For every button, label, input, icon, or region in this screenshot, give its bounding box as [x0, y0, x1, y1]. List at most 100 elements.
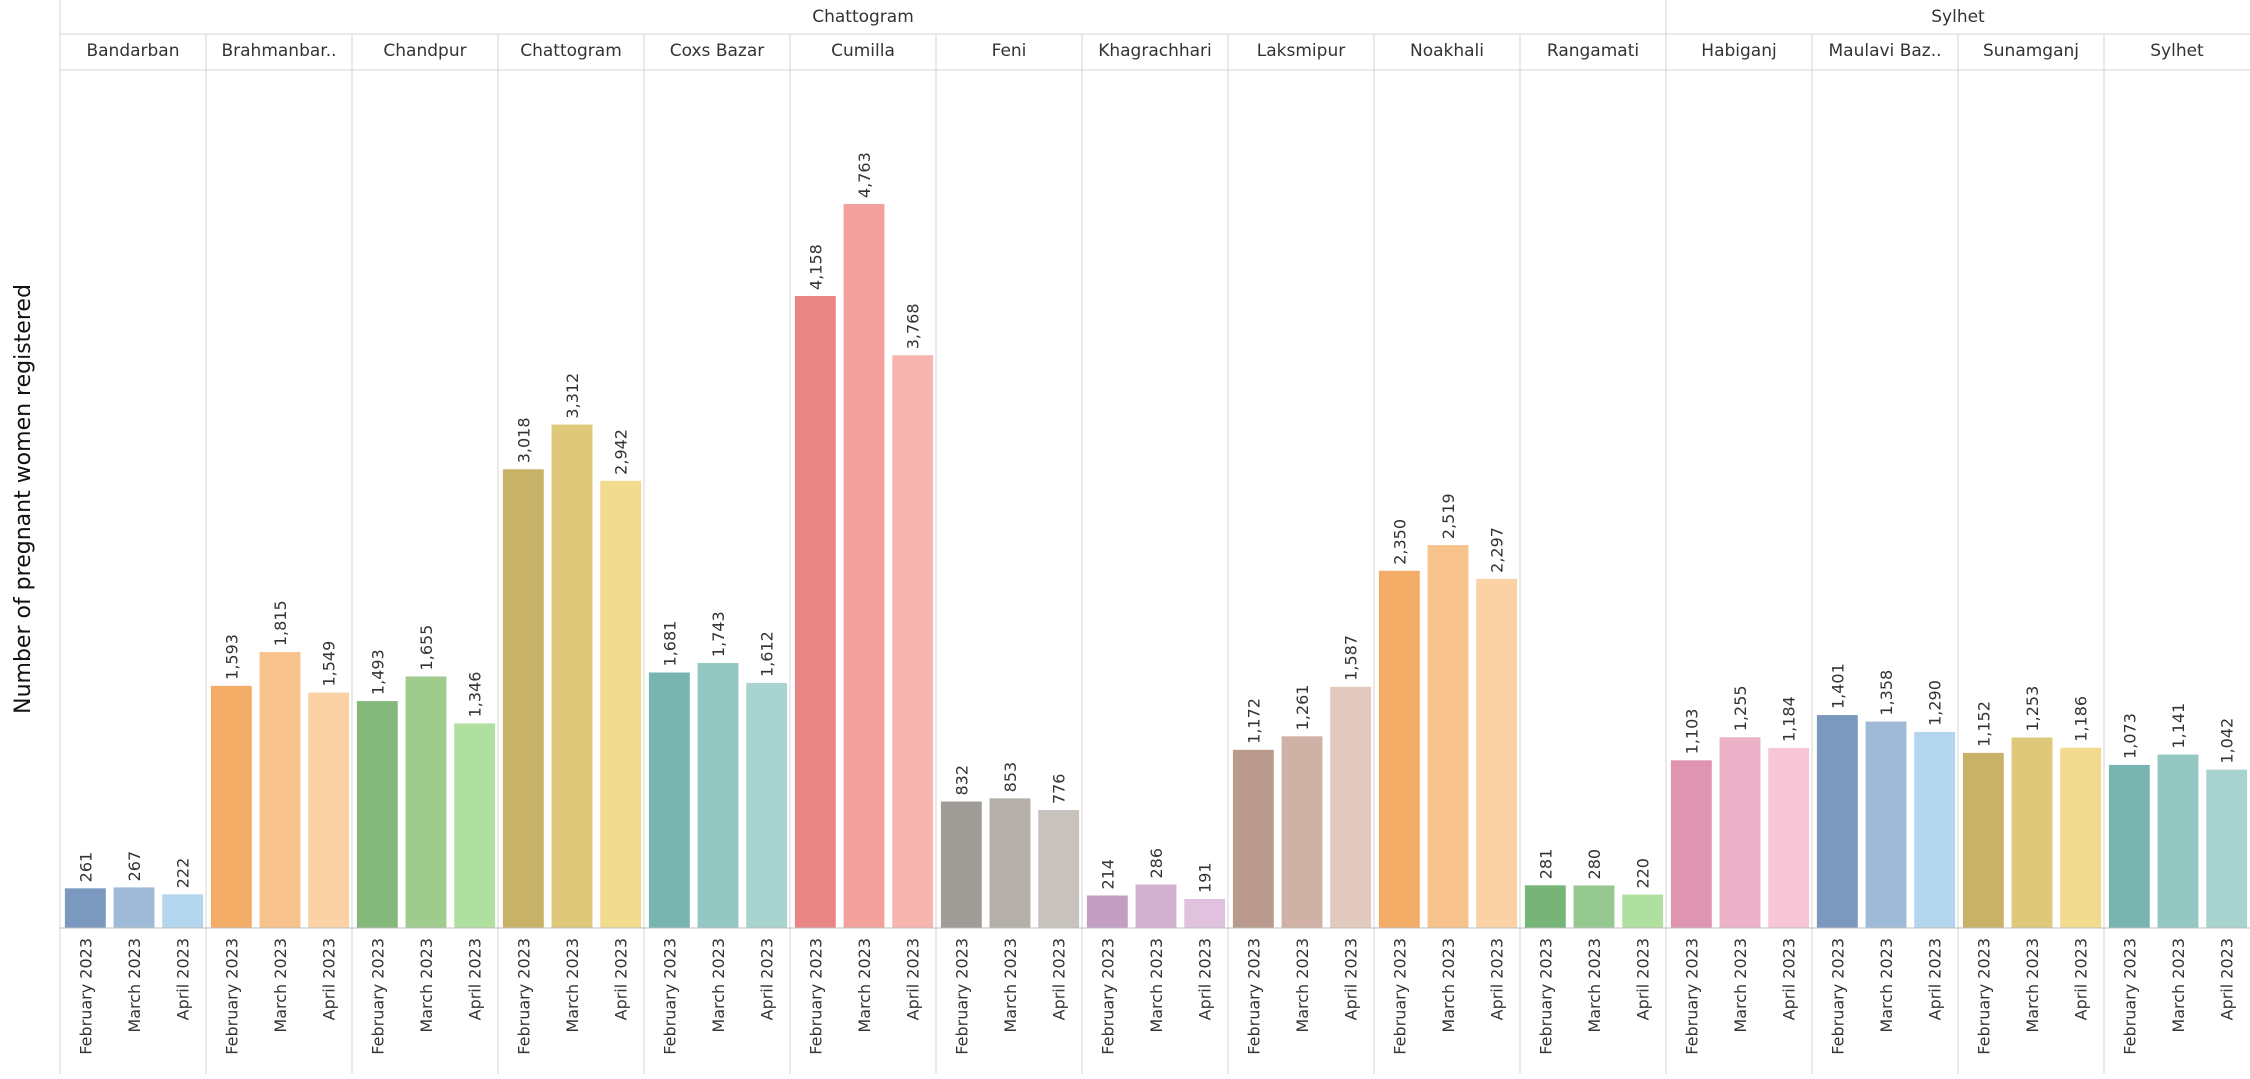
bar-5-1[interactable] — [843, 204, 885, 929]
x-tick-label-2-0: February 2023 — [368, 938, 387, 1055]
bar-12-2[interactable] — [1914, 731, 1956, 928]
bar-7-1[interactable] — [1135, 884, 1177, 928]
bar-0-1[interactable] — [113, 887, 155, 928]
bar-4-1[interactable] — [697, 663, 739, 928]
bar-8-2[interactable] — [1330, 686, 1372, 928]
bar-9-2[interactable] — [1476, 578, 1518, 928]
bar-1-1[interactable] — [259, 652, 301, 928]
data-label-12-0: 1,401 — [1828, 663, 1847, 709]
bar-10-0[interactable] — [1524, 885, 1566, 928]
bar-6-2[interactable] — [1038, 810, 1080, 928]
bar-4-0[interactable] — [648, 672, 690, 928]
data-label-9-2: 2,297 — [1488, 527, 1507, 573]
bar-11-1[interactable] — [1719, 737, 1761, 928]
bar-2-0[interactable] — [356, 701, 398, 928]
bar-3-1[interactable] — [551, 424, 593, 928]
district-header-13: Sunamganj — [1983, 41, 2079, 61]
x-tick-label-10-0: February 2023 — [1536, 938, 1555, 1055]
x-tick-label-9-2: April 2023 — [1488, 938, 1507, 1020]
data-label-9-0: 2,350 — [1390, 519, 1409, 565]
bar-3-0[interactable] — [502, 469, 544, 928]
district-header-10: Rangamati — [1547, 41, 1639, 61]
x-tick-label-12-0: February 2023 — [1828, 938, 1847, 1055]
data-label-4-1: 1,743 — [709, 611, 728, 657]
bar-9-1[interactable] — [1427, 545, 1469, 928]
bar-9-0[interactable] — [1378, 570, 1420, 928]
district-header-5: Cumilla — [831, 41, 895, 61]
x-tick-label-4-1: March 2023 — [709, 938, 728, 1033]
x-tick-label-10-1: March 2023 — [1585, 938, 1604, 1033]
x-tick-label-8-2: April 2023 — [1342, 938, 1361, 1020]
bar-13-0[interactable] — [1962, 752, 2004, 928]
bar-1-2[interactable] — [308, 692, 350, 928]
data-label-12-2: 1,290 — [1926, 680, 1945, 726]
bar-13-1[interactable] — [2011, 737, 2053, 928]
data-label-5-1: 4,763 — [855, 152, 874, 198]
x-tick-label-11-0: February 2023 — [1682, 938, 1701, 1055]
x-tick-label-3-2: April 2023 — [612, 938, 631, 1020]
data-label-8-0: 1,172 — [1244, 698, 1263, 744]
bar-5-0[interactable] — [794, 295, 836, 928]
data-label-10-2: 220 — [1634, 858, 1653, 889]
data-label-0-1: 267 — [125, 851, 144, 882]
district-header-4: Coxs Bazar — [670, 41, 764, 61]
x-tick-label-6-1: March 2023 — [1001, 938, 1020, 1033]
bar-3-2[interactable] — [600, 480, 642, 928]
bar-12-1[interactable] — [1865, 721, 1907, 928]
data-label-6-0: 832 — [952, 765, 971, 796]
x-tick-label-7-2: April 2023 — [1196, 938, 1215, 1020]
bar-1-0[interactable] — [210, 685, 252, 928]
bar-14-2[interactable] — [2206, 769, 2248, 928]
bar-7-2[interactable] — [1184, 898, 1226, 928]
data-label-11-0: 1,103 — [1682, 709, 1701, 755]
x-tick-label-14-2: April 2023 — [2218, 938, 2237, 1020]
data-label-4-2: 1,612 — [758, 631, 777, 677]
data-label-13-0: 1,152 — [1974, 701, 1993, 747]
data-label-10-0: 281 — [1536, 849, 1555, 880]
bar-6-0[interactable] — [940, 801, 982, 928]
data-label-10-1: 280 — [1585, 849, 1604, 880]
data-label-2-1: 1,655 — [417, 625, 436, 671]
data-label-6-2: 776 — [1050, 774, 1069, 805]
bar-8-0[interactable] — [1232, 749, 1274, 928]
district-header-8: Laksmipur — [1257, 41, 1345, 61]
bar-0-2[interactable] — [162, 894, 204, 928]
x-tick-label-2-2: April 2023 — [466, 938, 485, 1020]
data-label-14-0: 1,073 — [2120, 713, 2139, 759]
bar-14-1[interactable] — [2157, 754, 2199, 928]
x-tick-label-5-0: February 2023 — [806, 938, 825, 1055]
data-label-3-2: 2,942 — [612, 429, 631, 475]
bar-4-2[interactable] — [746, 682, 788, 928]
x-tick-label-1-2: April 2023 — [320, 938, 339, 1020]
data-label-3-1: 3,312 — [563, 373, 582, 419]
district-header-6: Feni — [992, 41, 1027, 61]
x-tick-label-8-1: March 2023 — [1293, 938, 1312, 1033]
data-label-1-1: 1,815 — [271, 600, 290, 646]
bar-14-0[interactable] — [2108, 764, 2150, 928]
bar-5-2[interactable] — [892, 355, 934, 928]
data-label-6-1: 853 — [1001, 762, 1020, 793]
data-label-5-2: 3,768 — [904, 303, 923, 349]
district-header-9: Noakhali — [1410, 41, 1484, 61]
bar-13-2[interactable] — [2060, 747, 2102, 928]
bar-12-0[interactable] — [1816, 715, 1858, 928]
bar-7-0[interactable] — [1086, 895, 1128, 928]
bar-0-0[interactable] — [64, 888, 106, 928]
bar-10-1[interactable] — [1573, 885, 1615, 928]
district-header-1: Brahmanbar.. — [221, 41, 336, 61]
division-header-0: Chattogram — [812, 7, 914, 27]
bar-10-2[interactable] — [1622, 894, 1664, 928]
bar-11-0[interactable] — [1670, 760, 1712, 928]
x-tick-label-6-2: April 2023 — [1050, 938, 1069, 1020]
bar-6-1[interactable] — [989, 798, 1031, 928]
x-tick-label-0-2: April 2023 — [174, 938, 193, 1020]
data-label-2-0: 1,493 — [368, 649, 387, 695]
bar-8-1[interactable] — [1281, 736, 1323, 928]
division-header-1: Sylhet — [1931, 7, 1985, 27]
bar-2-2[interactable] — [454, 723, 496, 928]
x-tick-label-12-2: April 2023 — [1926, 938, 1945, 1020]
bar-11-2[interactable] — [1768, 748, 1810, 928]
bar-2-1[interactable] — [405, 676, 447, 928]
data-label-1-0: 1,593 — [222, 634, 241, 680]
